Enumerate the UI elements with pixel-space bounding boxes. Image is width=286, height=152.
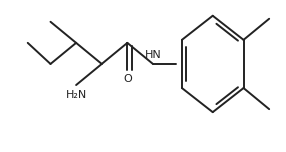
Text: O: O xyxy=(123,74,132,84)
Text: H₂N: H₂N xyxy=(65,90,87,100)
Text: HN: HN xyxy=(145,50,161,60)
